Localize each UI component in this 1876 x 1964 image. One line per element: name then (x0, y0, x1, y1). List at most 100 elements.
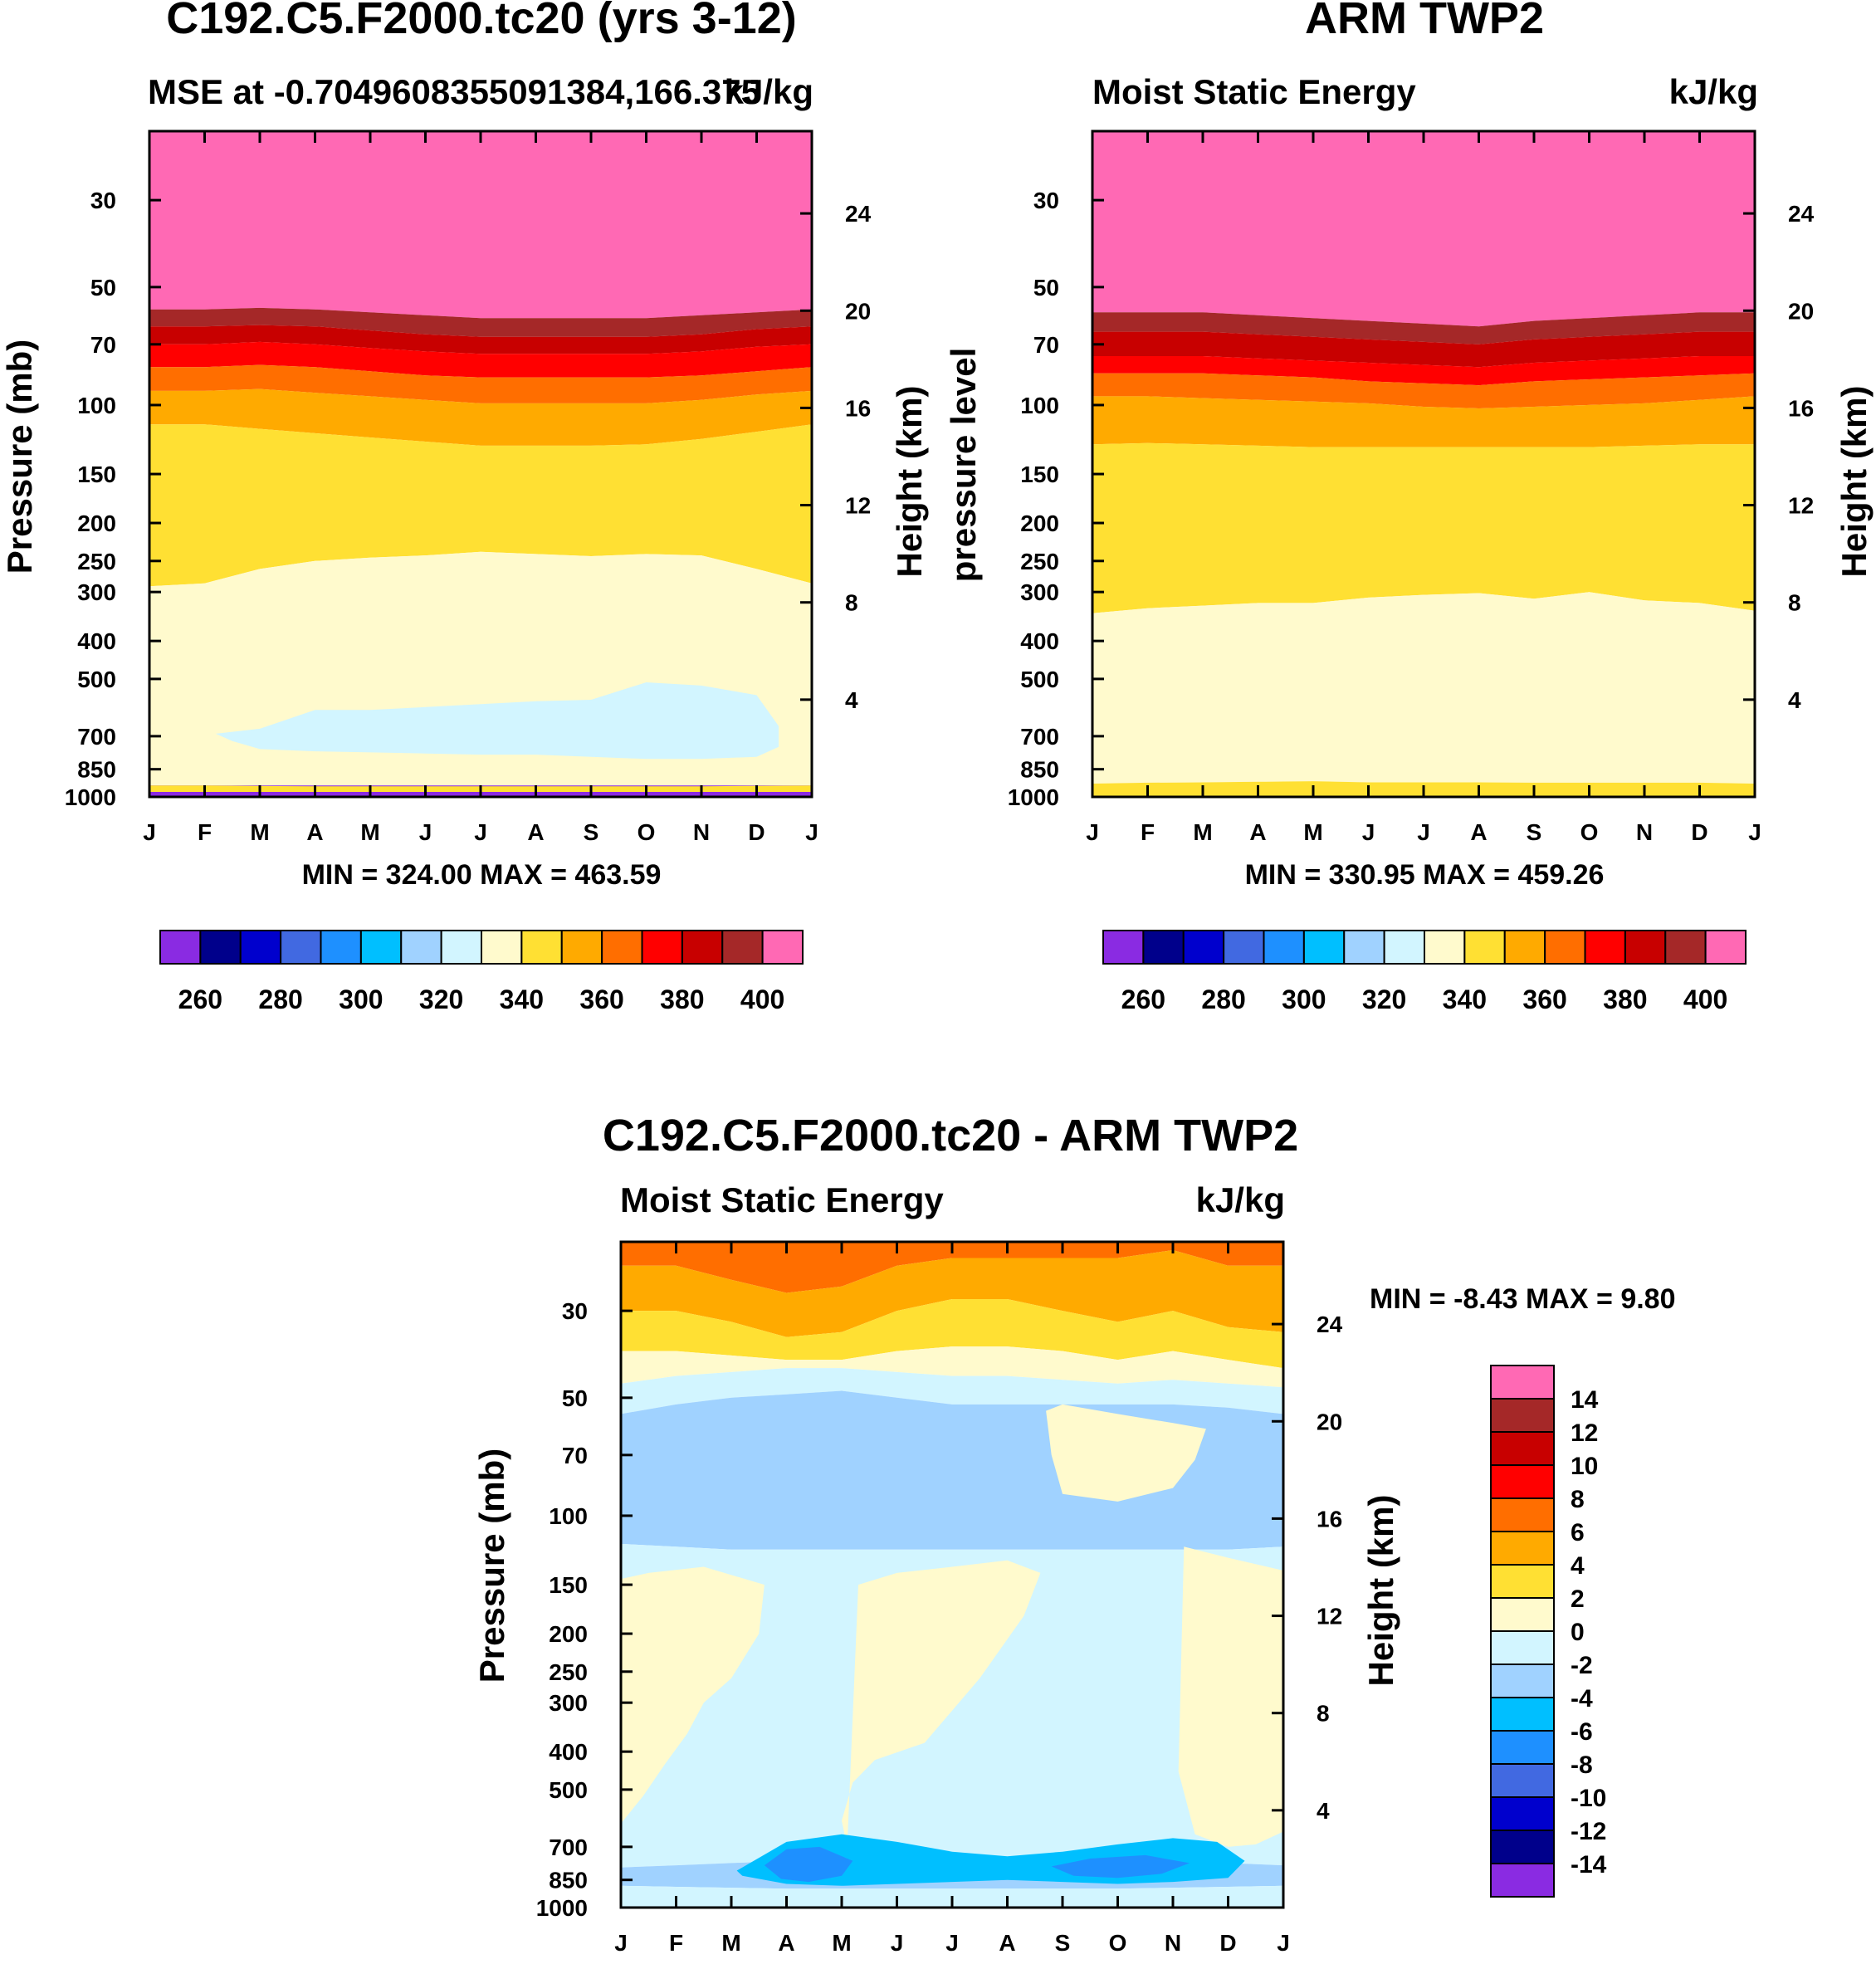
colorbar-box (1490, 1564, 1555, 1599)
colorbar-box (481, 930, 523, 965)
colorbar-box (199, 930, 242, 965)
colorbar-label: -10 (1571, 1785, 1606, 1812)
x-tick-label: F (198, 819, 212, 845)
height-tick-label: 16 (845, 395, 871, 421)
height-tick-label: 20 (1788, 298, 1814, 324)
height-tick-label: 4 (1317, 1798, 1330, 1824)
colorbar-box (1490, 1730, 1555, 1765)
contour-band (1092, 373, 1755, 408)
x-tick-label: A (527, 819, 544, 845)
height-tick-label: 24 (1788, 201, 1815, 227)
contour-band (1092, 131, 1755, 327)
model-ylabel-right: Height (km) (890, 386, 929, 578)
colorbar-label: -2 (1571, 1652, 1593, 1679)
diff-stats: MIN = -8.43 MAX = 9.80 (1370, 1283, 1676, 1315)
height-tick-label: 4 (1788, 687, 1801, 713)
diff-axes: J F M A M J J A S O N D J 30 50 70 100 150 200 250 300 400 500… (536, 1240, 1343, 1956)
contour-band (149, 424, 812, 587)
y-tick-label: 1000 (536, 1895, 588, 1921)
contour-band (149, 341, 812, 378)
y-tick-label: 50 (562, 1385, 588, 1411)
x-tick-label: D (748, 819, 765, 845)
height-tick-label: 20 (1317, 1409, 1342, 1434)
y-tick-label: 30 (90, 188, 116, 213)
colorbar-label: -8 (1571, 1751, 1593, 1779)
y-tick-label: 400 (77, 628, 116, 654)
x-tick-label: J (1362, 819, 1375, 845)
colorbar-box (1263, 930, 1305, 965)
x-tick-label: J (805, 819, 818, 845)
obs-contour-fill (1092, 131, 1755, 797)
y-tick-label: 850 (77, 757, 116, 783)
y-tick-label: 200 (77, 511, 116, 536)
x-tick-label: J (419, 819, 432, 845)
colorbar-box (1584, 930, 1626, 965)
colorbar-box (1704, 930, 1747, 965)
diff-panel: C192.C5.F2000.tc20 - ARM TWP2 Moist Stat… (472, 1111, 1676, 1956)
y-tick-label: 70 (562, 1443, 588, 1468)
colorbar-box (681, 930, 724, 965)
colorbar-box (440, 930, 482, 965)
x-tick-label: S (1527, 819, 1542, 845)
contour-region (842, 1560, 1041, 1847)
height-tick-label: 4 (845, 687, 858, 713)
contour-band (621, 1242, 1283, 1293)
obs-ylabel-right: Height (km) (1834, 386, 1874, 578)
diff-ylabel-right: Height (km) (1361, 1495, 1400, 1687)
y-tick-label: 250 (1020, 549, 1059, 574)
colorbar-box (1490, 1863, 1555, 1898)
y-tick-label: 500 (1020, 667, 1059, 692)
colorbar-label: 380 (1603, 984, 1647, 1014)
y-tick-label: 400 (1020, 628, 1059, 654)
obs-ylabel: pressure level (944, 348, 983, 583)
colorbar-label: 400 (1683, 984, 1727, 1014)
colorbar-label: 280 (258, 984, 302, 1014)
colorbar-box (1102, 930, 1145, 965)
obs-axes: J F M A M J J A S O N D J 30 50 70 100 150 200 250 300 400 500… (1008, 129, 1815, 845)
colorbar-box (1490, 1531, 1555, 1566)
colorbar-box (239, 930, 282, 965)
x-tick-label: J (891, 1930, 904, 1956)
y-tick-label: 150 (549, 1572, 588, 1598)
x-tick-label: N (693, 819, 710, 845)
colorbar-label: -4 (1571, 1685, 1593, 1712)
y-tick-label: 700 (1020, 724, 1059, 750)
colorbar-box (560, 930, 603, 965)
colorbar-box (1664, 930, 1707, 965)
contour-band (621, 1368, 1283, 1414)
x-tick-label: O (1580, 819, 1599, 845)
colorbar-label: 300 (1282, 984, 1326, 1014)
height-tick-label: 8 (1788, 590, 1801, 616)
y-tick-label: 850 (549, 1868, 588, 1893)
model-axes: J F M A M J J A S O N D J 30 50 70 100 150 200 250 300 400 500… (65, 129, 872, 845)
diff-colorbar: 14 12 10 8 6 4 2 0 -2 -4 -6 -8 -10 -12 -14 (1490, 1365, 1607, 1898)
x-tick-label: N (1165, 1930, 1181, 1956)
y-tick-label: 700 (549, 1835, 588, 1860)
y-tick-label: 700 (77, 724, 116, 750)
colorbar-box (280, 930, 322, 965)
colorbar-label: 4 (1571, 1552, 1585, 1580)
obs-left-string: Moist Static Energy (1092, 72, 1416, 111)
y-tick-label: 100 (1020, 393, 1059, 418)
contour-band (621, 1250, 1283, 1337)
colorbar-box (1490, 1431, 1555, 1466)
colorbar-box (1223, 930, 1265, 965)
y-tick-label: 50 (1033, 275, 1059, 300)
colorbar-label: 320 (419, 984, 463, 1014)
x-tick-label: M (250, 819, 269, 845)
colorbar-label: 280 (1201, 984, 1245, 1014)
height-tick-label: 12 (1317, 1604, 1342, 1629)
height-tick-label: 16 (1317, 1506, 1342, 1532)
contour-region (764, 1846, 853, 1883)
colorbar-box (1490, 1497, 1555, 1532)
diff-units: kJ/kg (1196, 1180, 1285, 1219)
height-tick-label: 24 (1317, 1312, 1343, 1337)
x-tick-label: J (945, 1930, 959, 1956)
y-tick-label: 1000 (65, 784, 116, 810)
colorbar-box (1490, 1697, 1555, 1732)
y-tick-label: 300 (549, 1690, 588, 1716)
obs-units: kJ/kg (1669, 72, 1758, 111)
y-tick-label: 200 (1020, 511, 1059, 536)
y-tick-label: 250 (549, 1659, 588, 1685)
x-tick-label: M (832, 1930, 851, 1956)
